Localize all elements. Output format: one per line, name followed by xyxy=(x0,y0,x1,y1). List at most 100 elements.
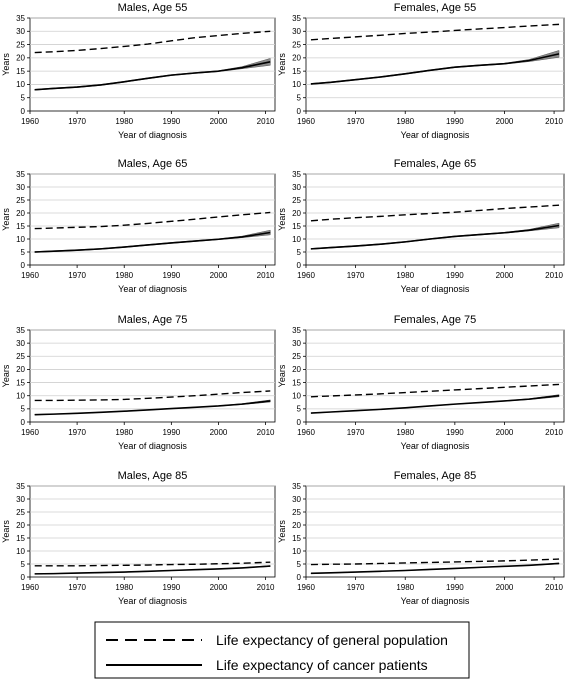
x-axis-label: Year of diagnosis xyxy=(118,130,187,140)
y-tick-label: 10 xyxy=(16,392,25,401)
y-axis-label: Years xyxy=(277,53,287,76)
panel-2: 0 5 10 15 20 25 30 35 1960 1970 1980 1990 2000 2010 Fe… xyxy=(277,2,565,140)
y-tick-label: 30 xyxy=(292,495,301,504)
y-tick-label: 25 xyxy=(16,352,25,361)
y-tick-label: 35 xyxy=(292,326,301,335)
x-tick-label: 1980 xyxy=(115,583,133,592)
plot-frame xyxy=(305,485,565,578)
y-tick-label: 0 xyxy=(297,107,302,116)
x-tick-label: 1970 xyxy=(68,428,86,437)
y-tick-label: 20 xyxy=(16,209,25,218)
confidence-band xyxy=(34,58,271,91)
series-line xyxy=(34,61,271,91)
x-tick-label: 1970 xyxy=(68,117,86,126)
legend-label-general-population: Life expectancy of general population xyxy=(216,632,448,648)
plot-frame xyxy=(305,329,565,423)
x-tick-label: 2010 xyxy=(545,271,563,280)
x-tick-label: 1990 xyxy=(446,428,464,437)
x-tick-label: 1980 xyxy=(115,117,133,126)
y-tick-label: 35 xyxy=(16,14,25,23)
x-tick-label: 2010 xyxy=(257,428,275,437)
legend-label-cancer-patients: Life expectancy of cancer patients xyxy=(216,657,428,673)
panel-title: Females, Age 75 xyxy=(394,314,477,326)
x-tick-label: 2000 xyxy=(496,271,514,280)
y-axis-label: Years xyxy=(277,520,287,543)
y-tick-label: 20 xyxy=(292,365,301,374)
panel-8: 0 5 10 15 20 25 30 35 1960 1970 1980 1990 2000 2010 Fe… xyxy=(277,470,565,606)
y-tick-label: 25 xyxy=(292,508,301,517)
y-tick-label: 20 xyxy=(292,521,301,530)
y-tick-label: 15 xyxy=(16,378,25,387)
x-tick-label: 1980 xyxy=(396,428,414,437)
y-tick-label: 35 xyxy=(292,170,301,179)
y-tick-label: 10 xyxy=(16,547,25,556)
y-tick-label: 15 xyxy=(16,67,25,76)
x-tick-label: 1960 xyxy=(21,117,39,126)
y-tick-label: 35 xyxy=(292,482,301,491)
x-axis-label: Year of diagnosis xyxy=(118,441,187,451)
y-tick-label: 0 xyxy=(21,261,26,270)
y-tick-label: 10 xyxy=(16,235,25,244)
confidence-band xyxy=(34,399,271,416)
series-line xyxy=(34,565,271,575)
x-tick-label: 2000 xyxy=(210,117,228,126)
y-axis-label: Years xyxy=(277,208,287,231)
x-tick-label: 2000 xyxy=(496,583,514,592)
y-tick-label: 5 xyxy=(21,248,26,257)
x-tick-label: 1990 xyxy=(162,583,180,592)
y-tick-label: 0 xyxy=(21,418,26,427)
y-tick-label: 15 xyxy=(292,67,301,76)
y-tick-label: 10 xyxy=(292,547,301,556)
x-tick-label: 1990 xyxy=(446,271,464,280)
series-general-population xyxy=(310,383,560,398)
y-tick-label: 30 xyxy=(292,183,301,192)
x-tick-label: 1980 xyxy=(396,583,414,592)
y-tick-label: 20 xyxy=(292,209,301,218)
series-line xyxy=(34,561,271,567)
y-tick-label: 0 xyxy=(21,573,26,582)
legend-box xyxy=(94,621,470,679)
y-tick-label: 25 xyxy=(292,352,301,361)
panel-title: Females, Age 55 xyxy=(394,2,477,14)
x-tick-label: 1990 xyxy=(446,583,464,592)
series-line xyxy=(310,23,560,41)
series-line xyxy=(34,231,271,253)
series-line xyxy=(34,30,271,54)
x-tick-label: 1980 xyxy=(396,271,414,280)
y-tick-label: 25 xyxy=(16,196,25,205)
y-axis-label: Years xyxy=(1,53,11,76)
y-tick-label: 15 xyxy=(16,222,25,231)
x-tick-label: 1990 xyxy=(446,117,464,126)
x-tick-label: 2000 xyxy=(210,428,228,437)
panel-title: Males, Age 85 xyxy=(118,470,188,482)
y-tick-label: 25 xyxy=(292,40,301,49)
y-tick-label: 5 xyxy=(297,405,302,414)
y-tick-label: 10 xyxy=(292,80,301,89)
series-general-population xyxy=(34,211,271,230)
x-tick-label: 1960 xyxy=(297,428,315,437)
y-axis-label: Years xyxy=(277,364,287,387)
x-tick-label: 1960 xyxy=(21,428,39,437)
x-tick-label: 2010 xyxy=(545,117,563,126)
series-line xyxy=(310,558,560,566)
y-tick-label: 30 xyxy=(16,339,25,348)
y-tick-label: 5 xyxy=(297,248,302,257)
x-tick-label: 2000 xyxy=(210,583,228,592)
series-line xyxy=(310,383,560,398)
series-general-population xyxy=(34,390,271,402)
y-tick-label: 5 xyxy=(21,405,26,414)
y-tick-label: 25 xyxy=(292,196,301,205)
x-tick-label: 2010 xyxy=(257,271,275,280)
y-tick-label: 35 xyxy=(16,482,25,491)
y-axis-label: Years xyxy=(1,520,11,543)
x-axis-label: Year of diagnosis xyxy=(401,284,470,294)
y-tick-label: 35 xyxy=(292,14,301,23)
series-line xyxy=(310,394,560,414)
series-line xyxy=(310,562,560,575)
panel-title: Males, Age 65 xyxy=(118,158,188,170)
series-general-population xyxy=(310,23,560,41)
y-tick-label: 10 xyxy=(292,392,301,401)
panel-title: Females, Age 65 xyxy=(394,158,477,170)
y-tick-label: 25 xyxy=(16,508,25,517)
